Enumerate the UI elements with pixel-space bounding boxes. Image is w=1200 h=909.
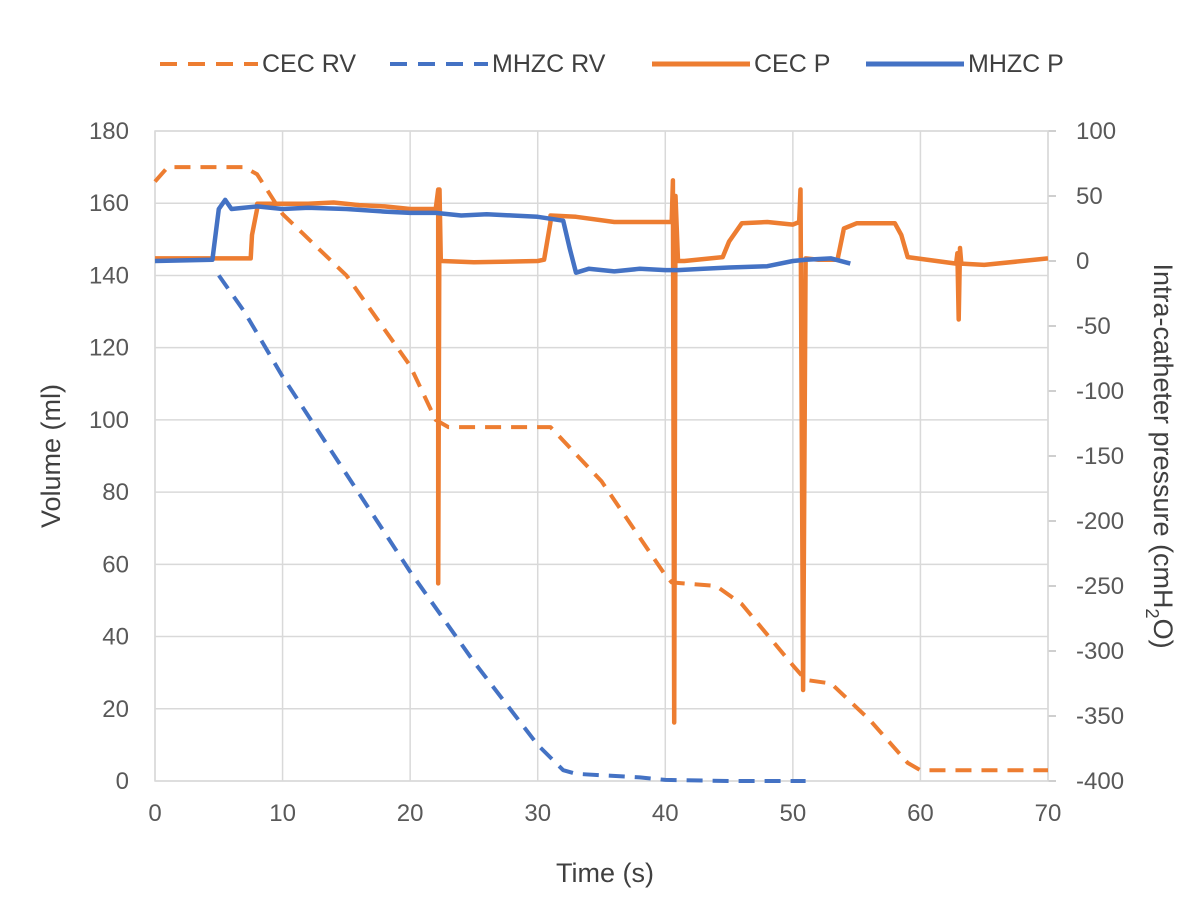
legend-label-cec-p: CEC P (754, 50, 830, 78)
y2-tick-label: -200 (1076, 508, 1124, 535)
x-tick-label: 30 (524, 800, 551, 827)
x-tick-label: 10 (269, 800, 296, 827)
y-tick-label: 60 (102, 551, 129, 578)
y-tick-label: 100 (89, 407, 129, 434)
y2-tick-label: 100 (1076, 118, 1116, 145)
y-tick-label: 120 (89, 335, 129, 362)
y2-tick-label: -150 (1076, 443, 1124, 470)
y-tick-label: 40 (102, 624, 129, 651)
y-tick-label: 160 (89, 190, 129, 217)
series-line-cec-p (155, 178, 1049, 725)
series (153, 165, 1049, 783)
y-tick-label: 80 (102, 479, 129, 506)
y2-tick-label: -250 (1076, 573, 1124, 600)
y-tick-label: 180 (89, 118, 129, 145)
series-line-mhzc-p (154, 197, 851, 275)
grid (154, 130, 1056, 782)
legend-label-mhzc-rv: MHZC RV (492, 50, 606, 78)
y2-axis-title: Intra-catheter pressure (cmH2O) (1142, 263, 1178, 648)
legend-label-mhzc-p: MHZC P (968, 50, 1064, 78)
y-tick-label: 0 (116, 768, 129, 795)
x-tick-label: 0 (148, 800, 161, 827)
x-tick-label: 70 (1035, 800, 1062, 827)
plot-area-border (154, 130, 1049, 782)
y-tick-label: 20 (102, 696, 129, 723)
y2-axis-title-tail: O) (1148, 619, 1178, 649)
y2-tick-label: -50 (1076, 313, 1111, 340)
x-tick-label: 50 (780, 800, 807, 827)
legend: CEC RV MHZC RV CEC P MHZC P (160, 50, 1064, 78)
series-line-cec-rv (153, 165, 1048, 773)
y2-tick-label: 0 (1076, 248, 1089, 275)
y2-axis-title-sub: 2 (1142, 609, 1162, 619)
y2-tick-label: -300 (1076, 638, 1124, 665)
x-tick-label: 60 (907, 800, 934, 827)
y2-tick-label: 50 (1076, 183, 1103, 210)
x-tick-label: 20 (397, 800, 424, 827)
series-line-mhzc-rv (217, 274, 806, 783)
y2-axis-title-main: Intra-catheter pressure (cmH (1148, 263, 1178, 608)
x-axis-title: Time (s) (556, 858, 654, 888)
x-tick-label: 40 (652, 800, 679, 827)
y2-tick-label: -350 (1076, 703, 1124, 730)
y2-tick-label: -400 (1076, 768, 1124, 795)
y-axis-title: Volume (ml) (36, 384, 66, 528)
legend-label-cec-rv: CEC RV (262, 50, 356, 78)
y2-tick-label: -100 (1076, 378, 1124, 405)
y-tick-label: 140 (89, 262, 129, 289)
tick-labels: 0 10 20 30 40 50 60 70 0 20 40 60 80 100 120 140 160 180 -… (89, 118, 1124, 827)
